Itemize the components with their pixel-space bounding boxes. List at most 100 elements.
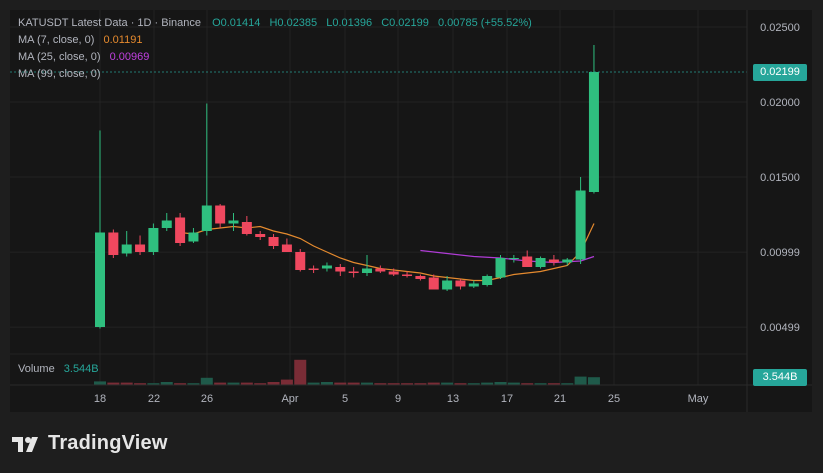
chart-canvas[interactable]: 0.02500 0.02000 0.01500 0.00999 0.00499 18 22… <box>10 10 812 412</box>
candle-body <box>121 244 132 254</box>
candle <box>548 255 559 266</box>
candle <box>415 274 426 281</box>
time-tick-label: 21 <box>554 393 566 405</box>
volume-bar <box>174 383 187 385</box>
close-value: C0.02199 <box>381 17 429 29</box>
volume-bar <box>441 382 454 385</box>
candle-body <box>375 268 386 272</box>
volume-bar <box>254 383 267 385</box>
candle-body <box>335 267 346 272</box>
volume-bar <box>387 383 400 385</box>
candle-body <box>508 258 519 259</box>
ma25-label: MA (25, close, 0) <box>18 51 101 63</box>
candle <box>161 213 172 231</box>
candle <box>241 216 252 236</box>
candle <box>508 255 519 263</box>
candle-body <box>228 220 239 224</box>
volume-bar <box>267 382 280 385</box>
volume-bar <box>574 376 587 385</box>
time-tick-label: 25 <box>608 393 620 405</box>
volume-bar <box>107 382 120 385</box>
price-tick-label: 0.02000 <box>760 97 800 109</box>
symbol-info: KATUSDT Latest Data · 1D · Binance <box>18 17 201 29</box>
time-tick-label: 9 <box>395 393 401 405</box>
volume-bar <box>294 359 307 385</box>
candle <box>495 255 506 279</box>
volume-bar <box>307 382 320 385</box>
price-tick-label: 0.02500 <box>760 22 800 34</box>
time-axis: 18 22 26 Apr 5 9 13 17 21 25 May <box>94 393 709 405</box>
ma99-label: MA (99, close, 0) <box>18 68 101 80</box>
candle <box>295 249 306 272</box>
change-value: 0.00785 (+55.52%) <box>437 17 532 29</box>
time-tick-label: 26 <box>201 393 213 405</box>
ma99-legend[interactable]: MA (99, close, 0) <box>18 68 101 80</box>
candle <box>308 265 319 273</box>
volume-bar <box>427 382 440 385</box>
candle <box>268 234 279 249</box>
candle <box>321 262 332 272</box>
volume-bar <box>227 382 240 385</box>
candle-body <box>188 232 199 242</box>
ma25-legend[interactable]: MA (25, close, 0) 0.00969 <box>18 51 149 63</box>
candle-body <box>321 265 332 269</box>
candle-body <box>468 283 479 287</box>
candle <box>335 264 346 276</box>
candle <box>228 213 239 231</box>
tradingview-logo[interactable]: TradingView <box>12 432 168 455</box>
volume-bar <box>187 383 200 385</box>
time-tick-label: 17 <box>501 393 513 405</box>
candle <box>135 235 146 255</box>
candle <box>522 250 533 267</box>
volume-bar <box>534 383 547 385</box>
low-value: L0.01396 <box>326 17 373 29</box>
candle <box>255 231 266 240</box>
ma7-label: MA (7, close, 0) <box>18 34 95 46</box>
volume-bar <box>467 383 480 385</box>
time-tick-label: 5 <box>342 393 348 405</box>
candle-body <box>415 276 426 279</box>
candle <box>388 268 399 276</box>
volume-bar <box>120 382 133 385</box>
candle-body <box>362 268 372 273</box>
candle-body <box>95 232 105 327</box>
candle-body <box>348 271 359 273</box>
time-tick-label: Apr <box>281 393 298 405</box>
volume-legend[interactable]: Volume 3.544B <box>18 363 99 375</box>
candle-body <box>135 244 146 252</box>
candle <box>188 228 199 243</box>
candle <box>215 204 226 228</box>
candle <box>201 103 212 236</box>
volume-bar <box>160 382 173 385</box>
candle-body <box>161 220 172 228</box>
candle-body <box>588 72 599 192</box>
price-tick-label: 0.01500 <box>760 172 800 184</box>
chart-panel[interactable]: 0.02500 0.02000 0.01500 0.00999 0.00499 18 22… <box>10 10 812 412</box>
candle <box>121 231 132 257</box>
volume-value: 3.544B <box>63 363 99 375</box>
candle <box>575 177 586 264</box>
candle-body <box>442 280 453 290</box>
candle-body <box>148 228 159 252</box>
candle <box>535 256 546 269</box>
candle <box>362 255 372 276</box>
ohlc-legend: KATUSDT Latest Data · 1D · Binance O0.01… <box>18 17 532 29</box>
volume-bar <box>587 377 600 385</box>
volume-bar <box>280 379 293 385</box>
volume-label: Volume <box>18 363 55 375</box>
volume-bar <box>334 382 347 385</box>
candle <box>148 223 159 255</box>
price-axis: 0.02500 0.02000 0.01500 0.00999 0.00499 <box>760 22 800 334</box>
volume-bar <box>240 382 253 385</box>
volume-bar <box>547 383 560 385</box>
candle-body <box>108 232 119 255</box>
open-value: O0.01414 <box>212 17 261 29</box>
candle <box>402 271 413 278</box>
candle-body <box>548 259 559 263</box>
candle <box>375 265 386 273</box>
candlesticks <box>95 45 599 329</box>
ma7-legend[interactable]: MA (7, close, 0) 0.01191 <box>18 34 142 46</box>
time-tick-label: 18 <box>94 393 106 405</box>
ma7-value: 0.01191 <box>103 34 143 46</box>
candle <box>348 267 359 278</box>
